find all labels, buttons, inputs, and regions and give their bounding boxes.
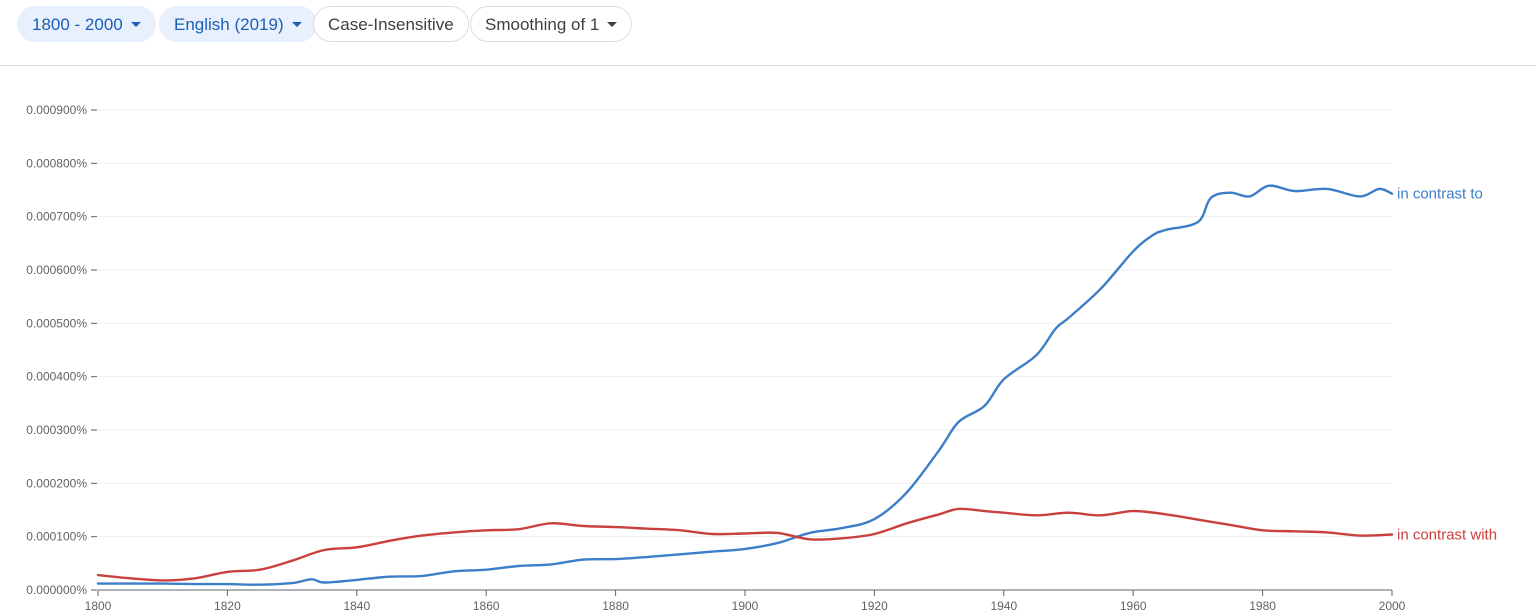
chevron-down-icon (291, 22, 302, 28)
smoothing-dropdown[interactable]: Smoothing of 1 (470, 6, 633, 42)
y-tick-label: 0.000200% (26, 476, 87, 490)
x-tick-label: 1820 (214, 599, 241, 613)
x-tick-label: 1940 (990, 599, 1017, 613)
year-range-dropdown[interactable]: 1800 - 2000 (17, 6, 156, 42)
x-tick-label: 1800 (85, 599, 112, 613)
corpus-label: English (2019) (174, 15, 284, 34)
x-tick-label: 2000 (1379, 599, 1406, 613)
y-tick-label: 0.000000% (26, 583, 87, 597)
x-tick-label: 1920 (861, 599, 888, 613)
x-tick-label: 1960 (1120, 599, 1147, 613)
toolbar: 1800 - 2000 English (2019) Case-Insensit… (0, 0, 1536, 66)
y-tick-label: 0.000800% (26, 156, 87, 170)
case-label: Case-Insensitive (328, 15, 454, 34)
series-label-in-contrast-with[interactable]: in contrast with (1397, 527, 1497, 544)
ngram-chart: 0.000000% 0.000100% 0.000200% 0.000300% 0.00… (26, 103, 1497, 613)
series-line-in-contrast-with[interactable] (96, 507, 1394, 582)
series-lines: in contrast to in contrast with (96, 184, 1497, 586)
chevron-down-icon (607, 22, 618, 28)
x-tick-label: 1980 (1249, 599, 1276, 613)
x-tick-label: 1900 (732, 599, 759, 613)
corpus-dropdown[interactable]: English (2019) (159, 6, 317, 42)
x-tick-label: 1840 (343, 599, 370, 613)
year-range-label: 1800 - 2000 (32, 15, 123, 34)
y-tick-label: 0.000600% (26, 263, 87, 277)
axes: 0.000000% 0.000100% 0.000200% 0.000300% 0.00… (26, 103, 1405, 613)
y-tick-label: 0.000700% (26, 210, 87, 224)
series-line-in-contrast-to[interactable] (96, 184, 1394, 586)
x-tick-label: 1880 (602, 599, 629, 613)
y-tick-label: 0.000100% (26, 530, 87, 544)
series-label-in-contrast-to[interactable]: in contrast to (1397, 186, 1483, 203)
y-tick-label: 0.000400% (26, 370, 87, 384)
smoothing-label: Smoothing of 1 (485, 15, 600, 34)
case-insensitive-toggle[interactable]: Case-Insensitive (313, 6, 469, 42)
y-tick-label: 0.000300% (26, 423, 87, 437)
y-tick-label: 0.000900% (26, 103, 87, 117)
x-tick-label: 1860 (473, 599, 500, 613)
grid (98, 109, 1392, 538)
chevron-down-icon (130, 22, 141, 28)
y-tick-label: 0.000500% (26, 316, 87, 330)
